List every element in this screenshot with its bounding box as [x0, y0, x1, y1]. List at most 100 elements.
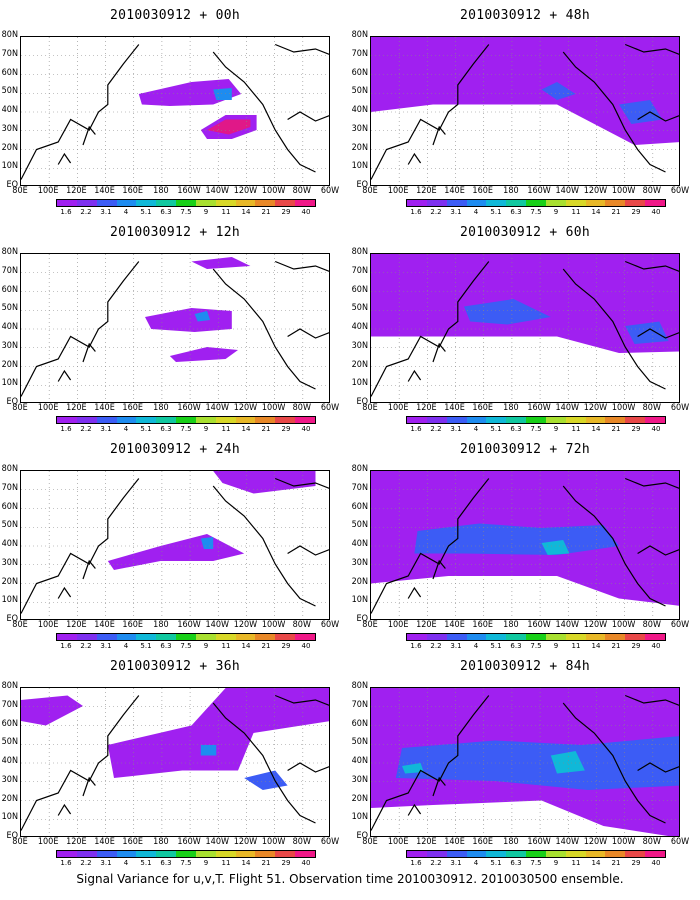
colorbar-swatch [645, 851, 665, 857]
coastline [21, 695, 140, 831]
lon-tick-label: 140W [555, 403, 579, 413]
colorbar-swatch [486, 851, 507, 857]
colorbar-swatch [235, 634, 256, 640]
map-area [370, 253, 680, 403]
colorbar-label: 11 [571, 208, 581, 216]
lon-tick-label: 80W [292, 186, 311, 196]
colorbar-swatch [275, 200, 296, 206]
map-svg [21, 37, 329, 185]
colorbar-label: 29 [281, 208, 291, 216]
lat-tick-label: 50N [1, 737, 18, 748]
variance-contour-fill [21, 695, 83, 726]
colorbar-label: 1.6 [410, 642, 422, 650]
colorbar-swatch [506, 634, 527, 640]
coastline [637, 762, 679, 773]
coastline [371, 478, 490, 614]
lon-tick-label: 80E [12, 403, 28, 413]
lon-tick-label: 80W [292, 620, 311, 630]
variance-contour-fill [145, 308, 232, 332]
colorbar-swatch [426, 851, 447, 857]
colorbar-swatch [545, 851, 566, 857]
lat-tick-label: 30N [1, 557, 18, 568]
variance-contour-fill [541, 82, 576, 100]
coastline [624, 694, 679, 706]
lon-tick-label: 120E [416, 403, 437, 413]
colorbar-swatch [645, 634, 665, 640]
colorbar-swatch [96, 417, 117, 423]
lon-tick-label: 180 [153, 403, 169, 413]
lon-tick-label: 100W [611, 186, 636, 196]
lat-tick-label: EQ [356, 180, 369, 190]
colorbar-swatch [156, 417, 177, 423]
lat-tick-label: 50N [351, 520, 368, 531]
lon-tick-label: 100E [37, 403, 59, 413]
variance-contour-fill [107, 534, 245, 570]
coastline [57, 586, 72, 599]
coastline [212, 51, 316, 173]
lon-tick-label: 120W [233, 620, 258, 630]
colorbar-swatch [275, 634, 296, 640]
colorbar-label: 1.6 [60, 859, 72, 867]
colorbar-label: 14 [591, 859, 601, 867]
lat-tick-label: 70N [1, 482, 18, 493]
lat-tick-label: 30N [351, 340, 368, 351]
colorbar-swatch [486, 417, 507, 423]
lon-tick-label: 80E [12, 186, 28, 196]
lat-tick-label: 50N [351, 303, 368, 314]
colorbar-swatch [526, 851, 546, 857]
colorbar-label: 7.5 [530, 425, 542, 433]
lat-tick-label: 10N [351, 595, 368, 606]
lat-tick-label: EQ [356, 397, 369, 407]
colorbar-label: 40 [301, 642, 311, 650]
lon-tick-label: 160W [177, 403, 201, 413]
lon-axis: 80E 100E 120E 140E 160E 180 160W 140W 120W 100W 80… [0, 620, 350, 632]
colorbar-swatch [565, 851, 586, 857]
coastline [287, 762, 329, 773]
lon-tick-label: 160W [177, 837, 201, 847]
colorbar-label: 7.5 [180, 208, 192, 216]
colorbar-label: 14 [591, 642, 601, 650]
lat-tick-label: 10N [351, 161, 368, 172]
colorbar-label: 1.6 [60, 642, 72, 650]
colorbar-swatch [506, 200, 527, 206]
colorbar-label: 14 [241, 425, 251, 433]
colorbar-label: 29 [631, 208, 641, 216]
lat-tick-label: 10N [1, 812, 18, 823]
variance-contour-fill [402, 763, 424, 774]
lat-tick-label: 70N [351, 482, 368, 493]
colorbar-swatch [116, 851, 137, 857]
coastline [21, 261, 140, 397]
variance-contour-fill [200, 745, 217, 756]
colorbar-swatch [275, 417, 296, 423]
colorbar-swatch [446, 851, 467, 857]
lat-tick-label: 40N [351, 322, 368, 332]
lon-tick-label: 180 [153, 186, 169, 196]
colorbar-swatch [526, 200, 546, 206]
colorbar-label: 4 [123, 859, 129, 867]
colorbar-label: 3.1 [450, 208, 462, 216]
lon-tick-label: 140W [205, 403, 229, 413]
colorbar-label: 40 [301, 859, 311, 867]
map-area [20, 36, 330, 186]
lon-tick-label: 120E [416, 620, 437, 630]
lon-axis: 80E 100E 120E 140E 160E 180 160W 140W 120W 100W 80… [0, 186, 350, 198]
lon-tick-label: 120W [583, 186, 608, 196]
lat-tick-label: 40N [351, 539, 368, 549]
lat-tick-label: 20N [1, 793, 18, 804]
coastline [212, 485, 316, 607]
colorbar-label: 11 [221, 208, 231, 216]
colorbar-swatch [526, 417, 546, 423]
colorbar-label: 2.2 [430, 859, 442, 867]
colorbar-swatch [545, 200, 566, 206]
lon-tick-label: 80E [362, 837, 378, 847]
colorbar-label: 6.3 [510, 859, 522, 867]
coastline [371, 261, 490, 397]
variance-contour-fill [625, 321, 669, 344]
lon-tick-label: 120E [416, 837, 437, 847]
colorbar-label: 5.1 [490, 642, 502, 650]
lon-tick-label: 140E [444, 837, 465, 847]
colorbar-label: 7.5 [530, 208, 542, 216]
lon-tick-label: 140W [555, 837, 579, 847]
colorbar-label: 3.1 [100, 208, 112, 216]
lon-tick-label: 100W [261, 403, 286, 413]
